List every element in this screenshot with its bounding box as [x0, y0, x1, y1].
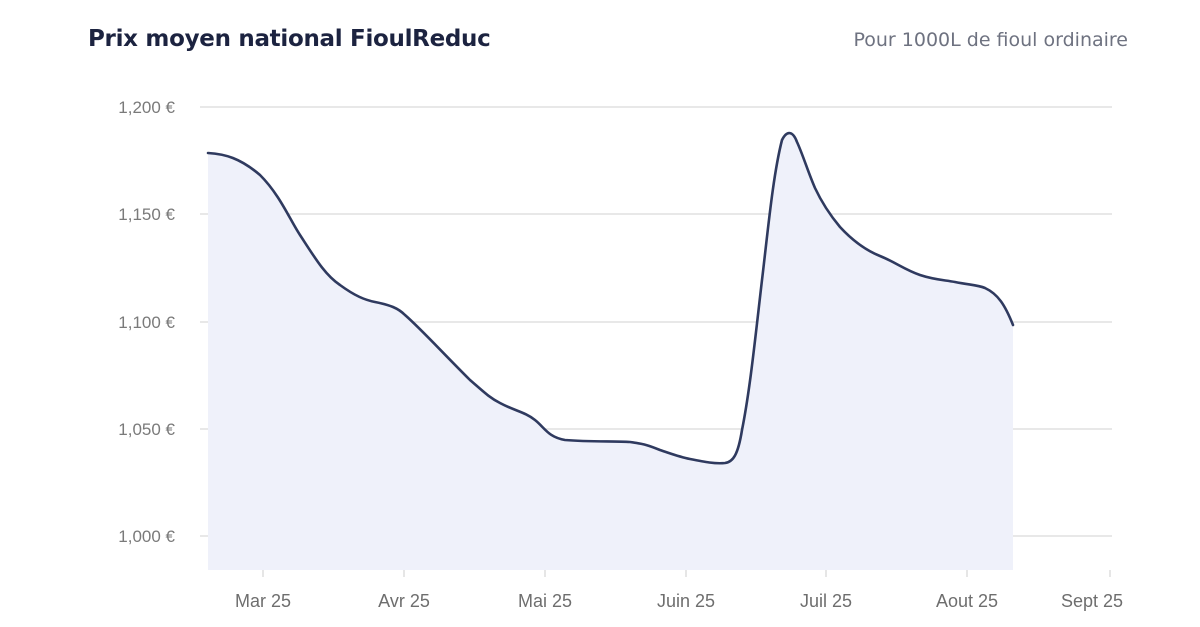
y-tick-1200: 1,200 €	[118, 98, 175, 117]
y-axis-labels: 1,200 € 1,150 € 1,100 € 1,050 € 1,000 €	[118, 98, 175, 546]
x-tick-aout: Aout 25	[936, 591, 998, 611]
x-tick-juil: Juil 25	[800, 591, 852, 611]
x-axis-labels: Mar 25 Avr 25 Mai 25 Juin 25 Juil 25 Aou…	[235, 591, 1123, 611]
y-tick-1000: 1,000 €	[118, 527, 175, 546]
x-tick-avr: Avr 25	[378, 591, 430, 611]
y-tick-1050: 1,050 €	[118, 420, 175, 439]
price-line	[206, 131, 1015, 465]
chart-subtitle: Pour 1000L de fioul ordinaire	[853, 29, 1128, 51]
x-tick-sept: Sept 25	[1061, 591, 1123, 611]
price-area-fill	[208, 133, 1013, 570]
y-tick-1150: 1,150 €	[118, 205, 175, 224]
x-axis-ticks	[262, 570, 1111, 577]
x-tick-juin: Juin 25	[657, 591, 715, 611]
y-tick-1100: 1,100 €	[118, 313, 175, 332]
x-tick-mai: Mai 25	[518, 591, 572, 611]
x-tick-mar: Mar 25	[235, 591, 291, 611]
chart-title: Prix moyen national FioulReduc	[88, 26, 491, 52]
